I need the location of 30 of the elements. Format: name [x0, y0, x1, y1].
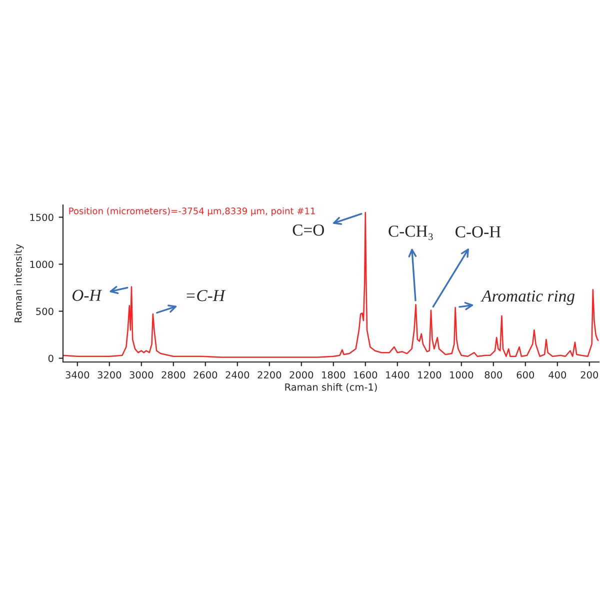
x-tick-label: 3000	[130, 371, 154, 379]
annotation: C-O-H	[456, 226, 501, 238]
annotation: O-H	[72, 290, 102, 301]
x-tick-label: 1400	[386, 371, 410, 379]
x-tick-label: 1600	[354, 371, 378, 379]
x-tick-label: 800	[484, 371, 502, 379]
x-tick-label: 3200	[98, 371, 122, 379]
y-tick-label: 500	[36, 308, 54, 316]
annotation: Aromatic ring	[480, 290, 575, 306]
y-axis-title: Raman intensity	[14, 244, 24, 322]
y-tick-label: 0	[48, 354, 54, 362]
x-tick-label: 1000	[450, 371, 474, 379]
y-tick-label: 1500	[30, 214, 54, 222]
x-tick-label: 2000	[290, 371, 314, 379]
annotation: C-CH₃	[388, 226, 433, 240]
x-tick-label: 2800	[162, 371, 186, 379]
annotation: =C-H	[186, 290, 226, 302]
x-axis-title: Raman shift (cm-1)	[285, 383, 377, 392]
x-tick-label: 400	[548, 371, 566, 379]
annotation: C=O	[292, 224, 324, 236]
x-tick-label: 2200	[258, 371, 282, 379]
x-tick-label: 2600	[194, 371, 218, 379]
x-tick-label: 3400	[66, 371, 90, 379]
y-tick-label: 1000	[30, 260, 54, 268]
x-tick-label: 2400	[226, 371, 250, 379]
x-tick-label: 200	[580, 371, 598, 379]
x-tick-label: 600	[516, 371, 534, 379]
x-tick-label: 1800	[322, 371, 346, 379]
x-tick-label: 1200	[418, 371, 442, 379]
annotation: Position (micrometers)=-3754 µm,8339 µm, point #11	[69, 207, 315, 216]
